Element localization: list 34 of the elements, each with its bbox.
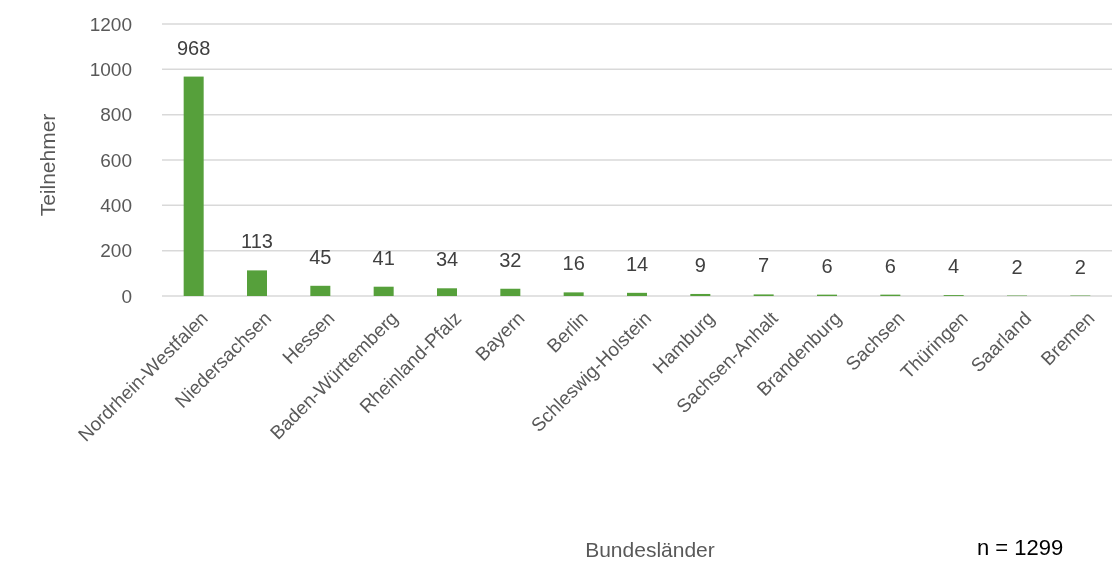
data-label: 6 bbox=[884, 254, 896, 277]
data-label: 968 bbox=[176, 36, 211, 59]
data-label: 16 bbox=[562, 252, 585, 275]
y-tick-label: 600 bbox=[100, 149, 132, 171]
data-label: 2 bbox=[1011, 255, 1023, 278]
data-label: 7 bbox=[758, 254, 770, 277]
data-label: 32 bbox=[499, 248, 522, 271]
bar bbox=[690, 293, 711, 296]
text: n = 1299 bbox=[976, 535, 1064, 560]
bar bbox=[563, 292, 584, 296]
bar bbox=[373, 286, 394, 296]
data-label: 4 bbox=[948, 255, 960, 278]
x-axis-title: Bundesländer bbox=[585, 538, 715, 561]
y-tick-label: 800 bbox=[100, 104, 132, 126]
bar bbox=[627, 292, 647, 296]
data-label: 2 bbox=[1074, 255, 1086, 278]
bar bbox=[310, 285, 331, 296]
data-label: 41 bbox=[372, 246, 395, 269]
data-label: 45 bbox=[309, 245, 332, 268]
bar bbox=[500, 288, 521, 296]
bar bbox=[183, 76, 204, 296]
bar bbox=[437, 288, 457, 296]
bar bbox=[247, 270, 267, 296]
data-label: 113 bbox=[241, 230, 273, 253]
y-tick-label: 1000 bbox=[89, 58, 132, 80]
y-tick-label: 400 bbox=[100, 194, 132, 216]
data-label: 6 bbox=[821, 254, 833, 277]
data-label: 14 bbox=[625, 252, 649, 275]
y-tick-label: 0 bbox=[121, 285, 132, 307]
y-tick-label: 1200 bbox=[89, 13, 132, 35]
data-label: 34 bbox=[435, 248, 459, 271]
y-axis-title: Teilnehmer bbox=[36, 113, 59, 217]
y-tick-label: 200 bbox=[100, 240, 132, 262]
data-label: 9 bbox=[694, 253, 706, 276]
